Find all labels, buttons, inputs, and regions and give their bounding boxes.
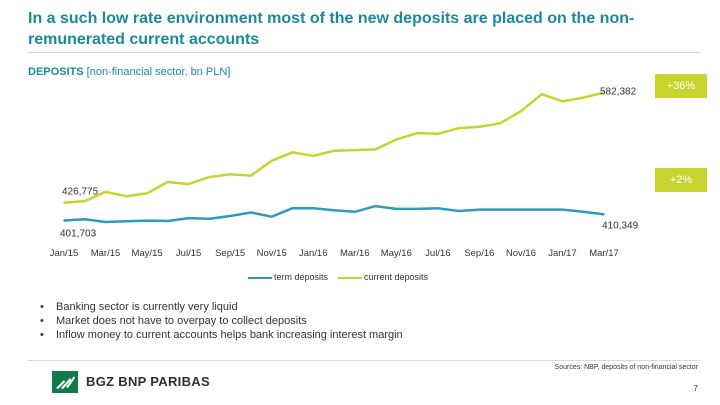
- data-point-term: [63, 219, 65, 222]
- x-tick-label: Jan/17: [548, 248, 577, 259]
- data-point-current: [312, 154, 315, 157]
- data-point-term: [146, 219, 148, 222]
- x-tick-label: May/16: [381, 248, 412, 259]
- data-point-term: [540, 208, 543, 211]
- bullet-item: Inflow money to current accounts helps b…: [40, 328, 403, 342]
- x-tick-label: May/15: [131, 248, 162, 259]
- data-point-term: [374, 205, 377, 207]
- legend-label-current: current deposits: [364, 272, 429, 282]
- x-tick-label: Sep/16: [464, 248, 494, 259]
- data-point-term: [167, 220, 169, 222]
- data-point-current: [125, 195, 128, 197]
- title-divider: [28, 52, 700, 53]
- bullet-item: Banking sector is currently very liquid: [40, 300, 403, 314]
- data-label-term-first: 401,703: [60, 228, 97, 239]
- x-tick-label: Mar/16: [340, 248, 370, 259]
- data-point-term: [499, 208, 501, 211]
- legend-swatch-current: [338, 277, 362, 279]
- data-point-term: [104, 221, 107, 223]
- x-tick-label: Jul/15: [176, 248, 201, 259]
- data-point-term: [333, 209, 335, 212]
- data-point-current: [208, 176, 211, 178]
- data-label-term-last: 410,349: [602, 220, 639, 231]
- data-point-current: [561, 100, 564, 103]
- series-line-term-deposits: [63, 204, 605, 224]
- data-point-current: [146, 192, 148, 195]
- data-point-term: [208, 218, 211, 220]
- series-line-current-deposits: [63, 91, 605, 204]
- current-change-badge: +36%: [655, 74, 707, 98]
- data-point-term: [125, 220, 128, 223]
- data-point-term: [478, 208, 481, 211]
- data-point-current: [416, 132, 418, 134]
- data-point-current: [437, 133, 439, 135]
- data-point-current: [63, 201, 65, 204]
- data-point-current: [603, 91, 605, 94]
- logo-text: BGZ BNP PARIBAS: [86, 374, 210, 389]
- data-point-current: [187, 183, 190, 185]
- data-point-term: [520, 208, 522, 211]
- data-point-term: [437, 207, 439, 210]
- data-point-current: [250, 174, 252, 177]
- data-point-term: [457, 210, 460, 212]
- chart-subtitle: DEPOSITS [non-financial sector, bn PLN]: [28, 66, 258, 79]
- data-point-current: [333, 150, 335, 152]
- data-label-current-last: 582,382: [600, 86, 637, 97]
- data-point-term: [561, 208, 564, 211]
- data-point-term: [603, 213, 605, 216]
- data-point-term: [270, 215, 273, 218]
- source-note: Sources: NBP, deposits of non-financial …: [554, 364, 698, 371]
- data-point-current: [457, 127, 460, 129]
- x-tick-label: Jan/15: [50, 248, 79, 259]
- x-tick-label: Mar/17: [589, 248, 619, 259]
- data-point-current: [167, 181, 169, 183]
- x-tick-label: Nov/16: [506, 248, 536, 259]
- data-point-term: [250, 211, 252, 214]
- data-point-term: [353, 210, 356, 213]
- footer-divider: [28, 360, 700, 361]
- term-change-badge: +2%: [655, 168, 707, 192]
- x-tick-label: Jan/16: [299, 248, 328, 259]
- data-point-term: [312, 207, 315, 210]
- data-point-term: [83, 218, 86, 220]
- x-tick-label: Sep/15: [215, 248, 245, 259]
- data-label-current-first: 426,775: [62, 187, 99, 198]
- x-tick-label: Nov/15: [257, 248, 287, 259]
- data-point-current: [229, 173, 231, 176]
- data-point-current: [540, 93, 543, 95]
- page-title: In a such low rate environment most of t…: [28, 10, 635, 48]
- data-point-current: [291, 151, 294, 154]
- subtitle-rest: [non-financial sector, bn PLN]: [83, 66, 231, 78]
- data-point-term: [229, 215, 231, 217]
- legend-label-term: term deposits: [274, 272, 329, 282]
- bullet-item: Market does not have to overpay to colle…: [40, 314, 403, 328]
- data-point-term: [291, 207, 294, 210]
- data-point-term: [187, 217, 190, 219]
- data-point-current: [582, 96, 585, 99]
- page-number: 7: [693, 384, 698, 393]
- key-points-list: Banking sector is currently very liquid …: [40, 300, 403, 342]
- data-point-current: [499, 122, 501, 125]
- data-point-current: [353, 149, 356, 151]
- bank-logo-icon: [52, 371, 78, 393]
- legend-swatch-term: [248, 277, 272, 279]
- data-point-current: [374, 148, 377, 151]
- data-point-term: [416, 208, 418, 210]
- company-logo: BGZ BNP PARIBAS: [52, 371, 252, 393]
- x-tick-label: Jul/16: [425, 248, 450, 259]
- data-point-term: [582, 210, 585, 213]
- deposits-line-chart: Jan/15 Mar/15 May/15 Jul/15 Sep/15 Nov/15 Jan/…: [50, 86, 639, 259]
- x-tick-label: Mar/15: [91, 248, 121, 259]
- data-point-current: [83, 200, 86, 202]
- data-point-current: [520, 110, 522, 112]
- data-point-term: [395, 208, 398, 210]
- data-point-current: [270, 159, 273, 162]
- data-point-current: [104, 191, 107, 193]
- subtitle-bold: DEPOSITS: [28, 66, 84, 78]
- data-point-current: [478, 125, 481, 128]
- data-point-current: [395, 138, 398, 141]
